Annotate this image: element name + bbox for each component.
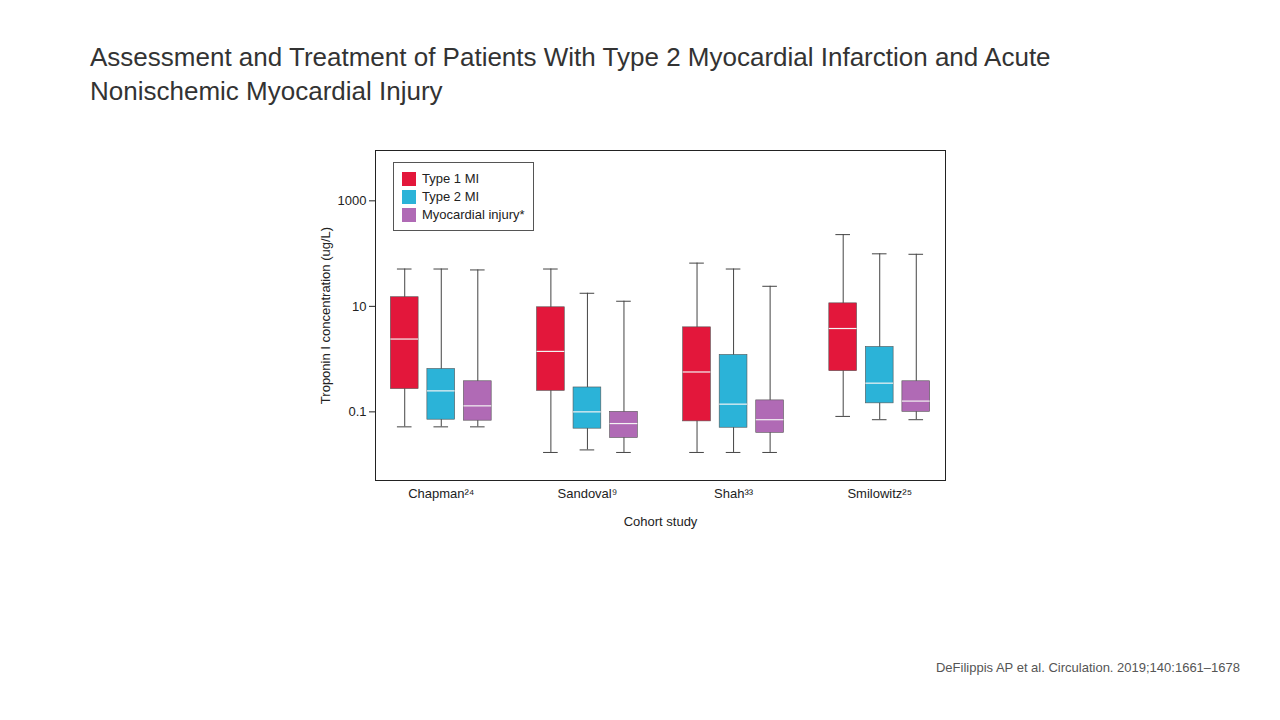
html-text:Type 1 MI: Type 1 MI (422, 171, 480, 186)
svg-text:1000: 1000 (338, 193, 367, 208)
svg-text:Chapman²⁴: Chapman²⁴ (408, 486, 474, 501)
svg-text:Troponin I concentration (ug/L: Troponin I concentration (ug/L) (318, 227, 333, 404)
svg-text:Smilowitz²⁵: Smilowitz²⁵ (847, 486, 912, 501)
svg-text:Cohort study: Cohort study (624, 514, 698, 529)
html-text:DeFilippis AP et al. Circulati: DeFilippis AP et al. Circulation. 2019;1… (936, 660, 1240, 675)
svg-text:10: 10 (352, 299, 366, 314)
svg-text:Sandoval⁹: Sandoval⁹ (558, 486, 618, 501)
svg-text:0.1: 0.1 (348, 404, 366, 419)
html-text:Myocardial injury*: Myocardial injury* (422, 207, 525, 222)
svg-text:Shah³³: Shah³³ (714, 486, 754, 501)
html-text:Assessment and Treatment of Pa: Assessment and Treatment of Patients Wit… (90, 42, 1051, 106)
html-text:Type 2 MI: Type 2 MI (422, 189, 480, 204)
